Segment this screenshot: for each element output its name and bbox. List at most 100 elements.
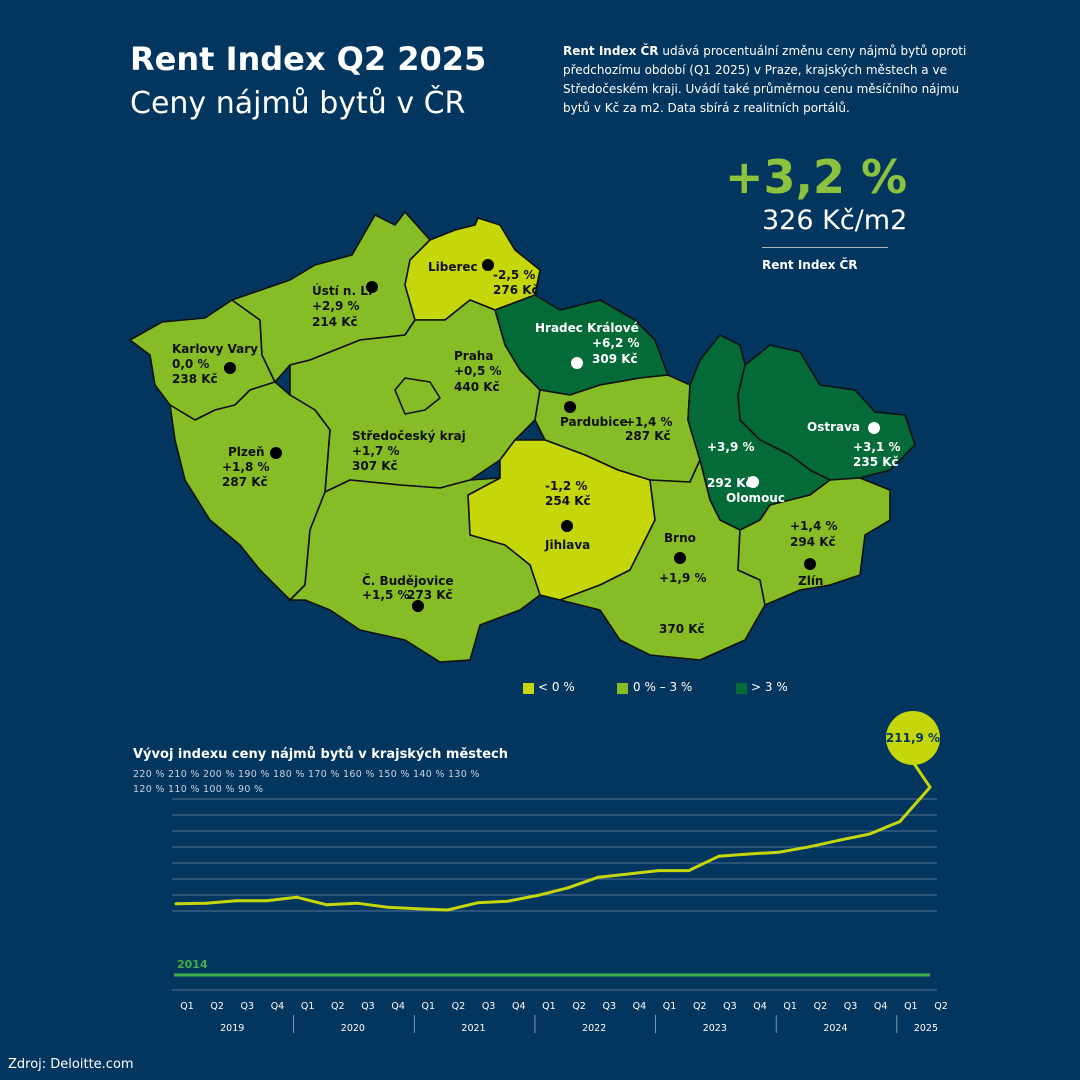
y-tick-label: 110 % (168, 784, 203, 795)
marker-karlovy-vary (224, 362, 236, 374)
data-point (445, 908, 449, 912)
chart-title: Vývoj indexu ceny nájmů bytů v krajských… (133, 747, 509, 762)
legend-swatch-zero-three (617, 683, 628, 694)
x-tick-label: Q2 (572, 1001, 586, 1012)
label-zlin-change: +1,4 % (790, 519, 838, 533)
label-usti-change: +2,9 % (312, 299, 360, 313)
data-point (204, 901, 208, 905)
national-price: 326 Kč/m2 (762, 205, 908, 236)
legend-swatch-below-zero (523, 683, 534, 694)
label-zlin-price: 294 Kč (790, 535, 836, 549)
year-label: 2024 (823, 1023, 847, 1034)
y-tick-labels: 220 % 210 % 200 % 190 % 180 % 170 % 160 … (133, 767, 493, 797)
year-label: 2019 (220, 1023, 244, 1034)
data-point (747, 852, 751, 856)
czech-map: Liberec -2,5 % 276 Kč Ústí n. L. +2,9 % … (129, 211, 916, 694)
marker-budejovice (412, 600, 424, 612)
marker-hradec (571, 357, 583, 369)
x-tick-label: Q2 (452, 1001, 466, 1012)
x-tick-label: Q2 (210, 1001, 224, 1012)
label-jihlava-price: 254 Kč (545, 494, 591, 508)
region-budejovice (289, 477, 541, 663)
y-tick-label: 160 % (343, 769, 378, 780)
x-tick-label: Q4 (753, 1001, 767, 1012)
y-tick-label: 140 % (413, 769, 448, 780)
y-tick-label: 100 % (203, 784, 238, 795)
label-liberec-price: 276 Kč (493, 283, 539, 297)
x-tick-label: Q3 (723, 1001, 737, 1012)
label-jihlava-change: -1,2 % (545, 479, 587, 493)
callout-label: 211,9 % (886, 731, 940, 745)
y-tick-label: 170 % (308, 769, 343, 780)
data-point (626, 872, 630, 876)
legend-label-above-three: > 3 % (751, 680, 788, 694)
x-tick-label: Q2 (814, 1001, 828, 1012)
x-tick-label: Q3 (844, 1001, 858, 1012)
x-tick-label: Q1 (663, 1001, 677, 1012)
region-praha (394, 377, 441, 415)
label-liberec-name: Liberec (428, 260, 478, 274)
series-line (175, 786, 932, 912)
national-change: +3,2 % (725, 150, 908, 204)
national-divider (762, 247, 888, 248)
marker-liberec (482, 259, 494, 271)
label-brno-change: +1,9 % (659, 571, 707, 585)
data-point (566, 886, 570, 890)
label-kv-change: 0,0 % (172, 357, 209, 371)
marker-plzen (270, 447, 282, 459)
label-hradec-name: Hradec Králové (535, 321, 639, 335)
data-point (536, 893, 540, 897)
x-tick-label: Q2 (693, 1001, 707, 1012)
year-label: 2025 (914, 1023, 938, 1034)
label-plzen-name: Plzeň (228, 445, 265, 459)
label-stc-change: +1,7 % (352, 444, 400, 458)
x-tick-label: Q1 (904, 1001, 918, 1012)
data-point (506, 899, 510, 903)
legend-swatch-above-three (736, 683, 747, 694)
x-tick-label: Q3 (241, 1001, 255, 1012)
data-point (596, 875, 600, 879)
marker-olomouc (747, 476, 759, 488)
year-label: 2020 (341, 1023, 365, 1034)
data-point (385, 905, 389, 909)
x-tick-label: Q1 (180, 1001, 194, 1012)
marker-zlin (804, 558, 816, 570)
data-point (234, 899, 238, 903)
label-usti-price: 214 Kč (312, 315, 358, 329)
x-tick-label: Q4 (391, 1001, 405, 1012)
marker-brno (674, 552, 686, 564)
y-tick-label: 180 % (273, 769, 308, 780)
label-budejovice-price: 273 Kč (407, 588, 453, 602)
label-plzen-price: 287 Kč (222, 475, 268, 489)
x-tick-label: Q3 (361, 1001, 375, 1012)
label-budejovice-change: +1,5 % (362, 588, 410, 602)
x-tick-label: Q3 (602, 1001, 616, 1012)
description: Rent Index ČR udává procentuální změnu c… (563, 42, 973, 118)
y-tick-label: 120 % (133, 784, 168, 795)
label-usti-name: Ústí n. L. (312, 283, 372, 298)
label-hradec-change: +6,2 % (592, 336, 640, 350)
description-text: udává procentuální změnu ceny nájmů bytů… (563, 44, 967, 115)
x-tick-label: Q1 (542, 1001, 556, 1012)
data-point (868, 832, 872, 836)
label-kv-price: 238 Kč (172, 372, 218, 386)
year-label: 2021 (461, 1023, 485, 1034)
data-point (838, 838, 842, 842)
data-point (355, 901, 359, 905)
y-tick-label: 200 % (203, 769, 238, 780)
data-point (476, 901, 480, 905)
x-tick-label: Q3 (482, 1001, 496, 1012)
data-point (687, 869, 691, 873)
data-point (174, 902, 178, 906)
label-ostrava-name: Ostrava (807, 420, 860, 434)
label-olomouc-price: 292 Kč (707, 476, 753, 490)
data-point (325, 903, 329, 907)
label-brno-name: Brno (664, 531, 696, 545)
legend-label-below-zero: < 0 % (538, 680, 575, 694)
legend-label-zero-three: 0 % – 3 % (633, 680, 692, 694)
label-olomouc-change: +3,9 % (707, 440, 755, 454)
label-olomouc-name: Olomouc (726, 491, 785, 505)
marker-jihlava (561, 520, 573, 532)
data-point (717, 854, 721, 858)
